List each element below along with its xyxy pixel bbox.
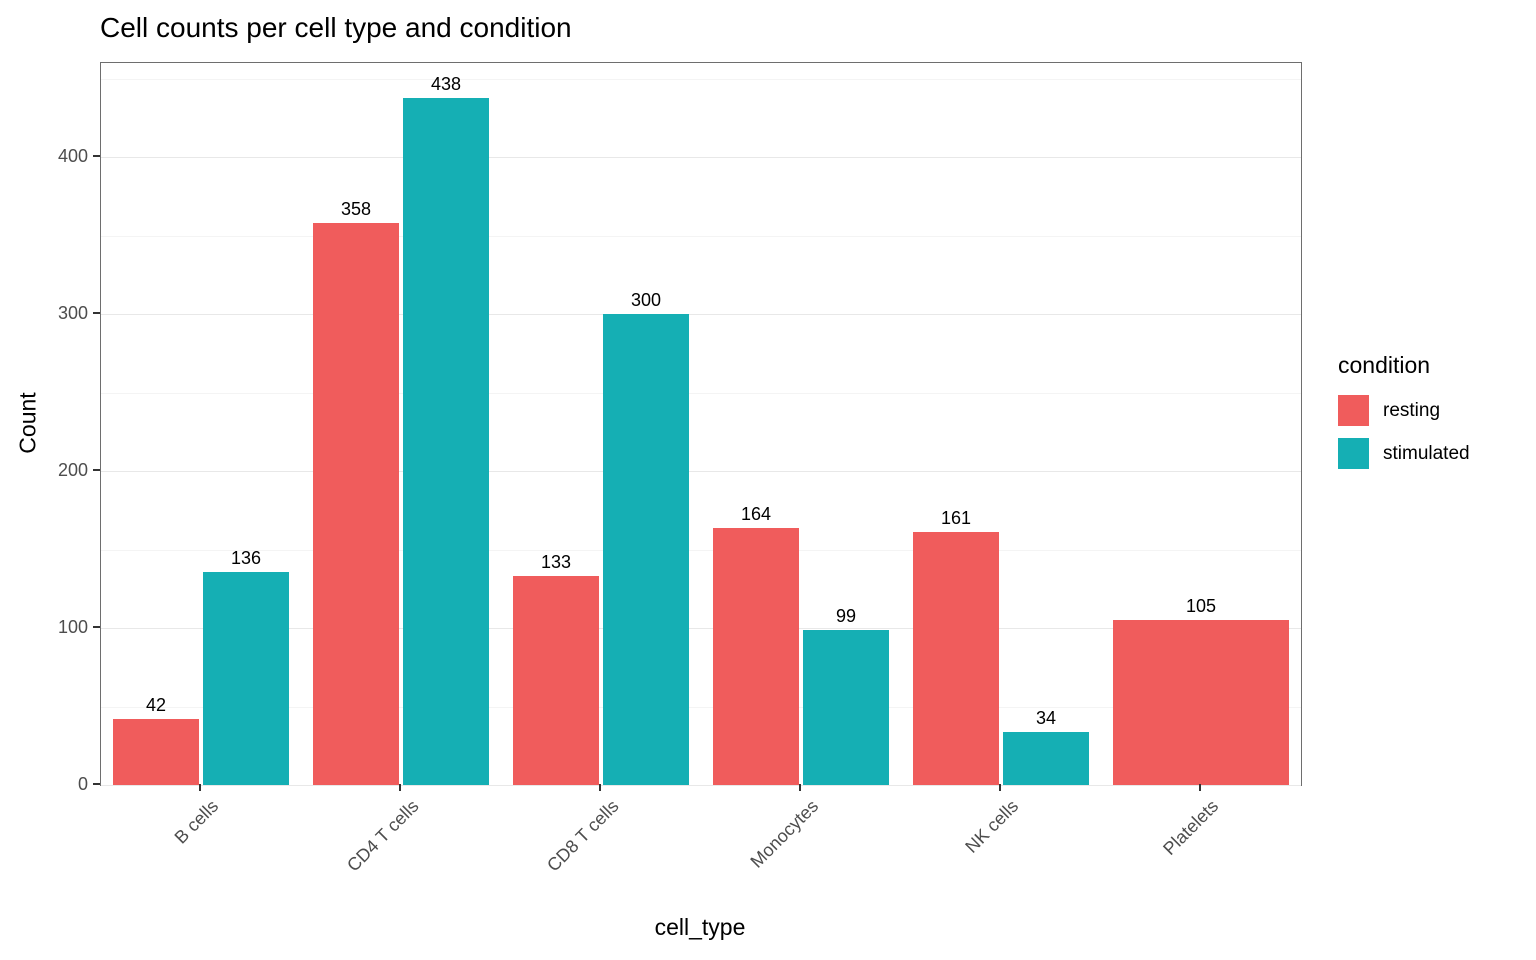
- bar-resting: [913, 532, 999, 785]
- bar-value-label: 34: [1035, 707, 1057, 728]
- bar-resting: [713, 527, 799, 785]
- bar-stimulated: [1003, 731, 1089, 785]
- gridline-major: [101, 157, 1301, 159]
- gridline-minor: [101, 392, 1301, 394]
- bar-value-label: 42: [145, 695, 167, 716]
- gridline-minor: [101, 78, 1301, 80]
- x-tick-mark: [799, 784, 801, 791]
- gridline-major: [101, 628, 1301, 630]
- legend-label: stimulated: [1383, 442, 1470, 464]
- x-tick-mark: [399, 784, 401, 791]
- bar-stimulated: [403, 97, 489, 785]
- bar-value-label: 136: [230, 547, 262, 568]
- bar-stimulated: [603, 314, 689, 785]
- gridline-major: [101, 785, 1301, 786]
- legend: condition resting stimulated: [1338, 352, 1470, 481]
- bar-stimulated: [803, 629, 889, 785]
- y-axis-title: Count: [14, 392, 41, 454]
- legend-title: condition: [1338, 352, 1431, 378]
- y-tick-mark: [93, 626, 100, 629]
- bar-resting: [313, 223, 399, 785]
- x-category-label: Monocytes: [746, 796, 823, 872]
- x-tick-mark: [1199, 784, 1201, 791]
- x-axis-title: cell_type: [654, 914, 746, 940]
- legend-item-stimulated: stimulated: [1338, 438, 1470, 469]
- y-tick-label: 300: [57, 303, 88, 324]
- y-tick-label: 400: [57, 146, 88, 167]
- plot-panel: 42 136 358 438 133 300 164 99 161 34 105: [100, 62, 1302, 786]
- y-tick-mark: [93, 155, 100, 158]
- bar-value-label: 99: [835, 605, 857, 626]
- y-tick-label: 200: [57, 460, 88, 481]
- bar-value-label: 133: [540, 552, 572, 573]
- gridline-minor: [101, 706, 1301, 708]
- bar-resting: [1113, 620, 1289, 785]
- x-tick-mark: [199, 784, 201, 791]
- legend-swatch-resting: [1338, 395, 1369, 426]
- bar-value-label: 105: [1185, 596, 1217, 617]
- chart-title: Cell counts per cell type and condition: [100, 12, 572, 43]
- legend-item-resting: resting: [1338, 395, 1470, 426]
- legend-swatch-stimulated: [1338, 438, 1369, 469]
- y-tick-label: 0: [77, 774, 88, 794]
- gridline-minor: [101, 549, 1301, 551]
- x-category-label: CD4 T cells: [342, 796, 423, 876]
- bar-value-label: 438: [430, 73, 462, 94]
- x-tick-mark: [999, 784, 1001, 791]
- y-tick-mark: [93, 312, 100, 315]
- y-tick-mark: [93, 469, 100, 472]
- gridline-minor: [101, 235, 1301, 237]
- legend-items: resting stimulated: [1338, 395, 1470, 469]
- x-category-label: Platelets: [1159, 796, 1223, 859]
- bar-value-label: 300: [630, 290, 662, 311]
- y-tick-label: 100: [57, 617, 88, 638]
- bar-resting: [513, 576, 599, 785]
- x-category-label: NK cells: [961, 796, 1023, 857]
- gridline-major: [101, 471, 1301, 473]
- gridline-major: [101, 314, 1301, 316]
- legend-label: resting: [1383, 399, 1441, 421]
- bar-value-label: 164: [740, 503, 772, 524]
- bar-value-label: 358: [340, 199, 372, 220]
- x-category-label: CD8 T cells: [542, 796, 623, 876]
- bar-stimulated: [203, 571, 289, 785]
- y-tick-mark: [93, 783, 100, 785]
- bar-resting: [113, 719, 199, 785]
- x-tick-mark: [599, 784, 601, 791]
- x-category-label: B cells: [170, 796, 223, 848]
- bar-value-label: 161: [940, 508, 972, 529]
